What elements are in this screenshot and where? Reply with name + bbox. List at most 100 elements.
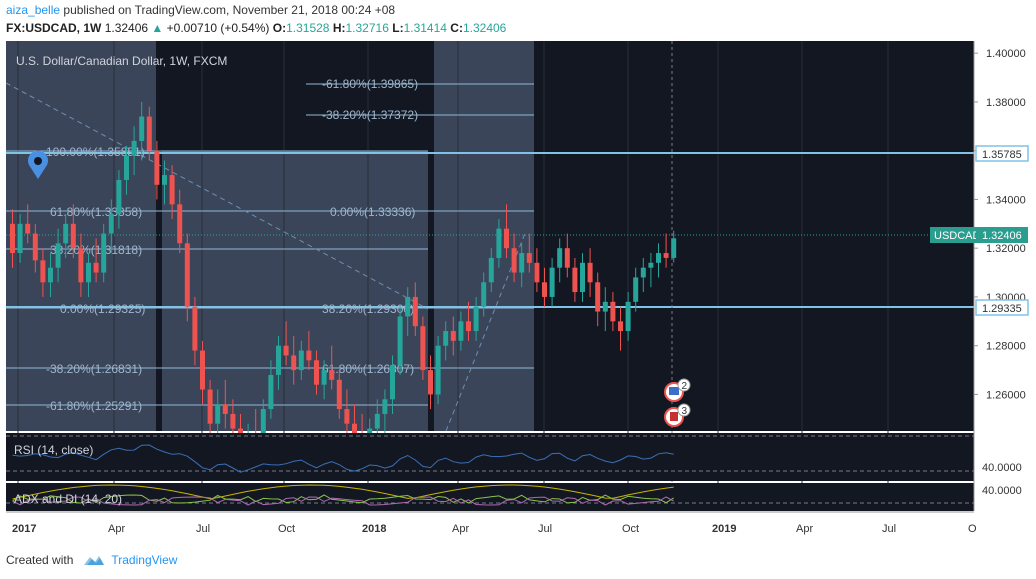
candle <box>382 389 388 434</box>
candle <box>184 233 190 322</box>
fib-label: -38.20%(1.26831) <box>46 362 142 376</box>
candle <box>656 243 661 278</box>
time-axis[interactable] <box>6 513 1030 541</box>
price-tick-label: 1.32000 <box>986 243 1026 255</box>
candle <box>412 282 418 336</box>
candle <box>131 126 137 176</box>
fib-label: 38.20%(1.29300) <box>322 302 414 316</box>
candle <box>595 272 601 327</box>
candle <box>390 355 395 414</box>
price-axis[interactable] <box>974 41 1030 511</box>
chart-canvas[interactable]: -61.80%(1.39865) -38.20%(1.37372) 0.00%(… <box>6 41 1030 541</box>
candle <box>146 106 152 161</box>
adx-label: ADX and DI (14, 20) <box>14 492 122 506</box>
fib-label: -61.80%(1.39865) <box>322 77 418 91</box>
time-tick-label: 2018 <box>362 523 386 535</box>
svg-text:40.0000: 40.0000 <box>982 485 1022 497</box>
candle <box>488 248 494 293</box>
price-tick-label: 1.28000 <box>986 341 1026 353</box>
candle <box>276 335 281 390</box>
symbol-price-tag: USDCAD 1.32406 <box>930 227 1028 243</box>
candle <box>86 253 91 297</box>
time-tick-label: Apr <box>796 523 813 535</box>
time-axis-ticks: 2017 Apr Jul Oct 2018 Apr Jul Oct 2019 Apr Jul O <box>12 523 977 535</box>
fib-label: -61.80%(1.25291) <box>46 399 142 413</box>
candle <box>306 331 312 371</box>
candle <box>108 199 114 254</box>
candle <box>48 253 53 297</box>
fib-label: -38.20%(1.37372) <box>322 108 418 122</box>
candle <box>526 233 532 273</box>
event-marker-icon[interactable]: 3 <box>664 403 691 427</box>
candle <box>450 316 456 356</box>
candle <box>542 267 547 307</box>
author-link[interactable]: aiza_belle <box>6 3 61 17</box>
fib-label: 0.00%(1.33336) <box>330 205 415 219</box>
candle <box>139 101 145 161</box>
candle <box>162 160 167 205</box>
publish-text: published on TradingView.com, November 2… <box>63 3 396 17</box>
candle <box>435 335 441 405</box>
candle <box>314 350 319 395</box>
candle <box>511 233 517 283</box>
candle <box>671 230 677 263</box>
candle <box>610 292 616 332</box>
candle <box>405 287 411 336</box>
candle <box>17 214 23 263</box>
time-tick-label: Jul <box>538 523 552 535</box>
di-plus-line <box>12 494 674 504</box>
candle <box>192 296 198 366</box>
candle <box>397 306 403 375</box>
candle <box>70 204 76 258</box>
change-up-icon: ▲ <box>151 21 164 35</box>
candle <box>428 355 433 410</box>
event-marker-icon[interactable]: 2 <box>664 378 691 402</box>
candle <box>32 223 38 273</box>
low-value: 1.31414 <box>403 21 447 35</box>
trend-line-down[interactable] <box>6 82 429 310</box>
candle <box>321 360 327 400</box>
last-price: 1.32406 <box>104 21 149 35</box>
price-tick-label: 1.40000 <box>986 48 1026 60</box>
candle <box>63 214 69 258</box>
rsi-line <box>12 444 674 473</box>
candle <box>344 389 350 434</box>
rsi-axis-tick: 40.0000 <box>982 462 1022 474</box>
fib-label: 61.80%(1.33358) <box>50 205 142 219</box>
candles <box>10 101 677 463</box>
candle <box>40 248 46 297</box>
fib-zone-3 <box>434 41 534 431</box>
tradingview-logo-icon <box>84 556 105 565</box>
price-tick-label: 1.38000 <box>986 97 1026 109</box>
time-tick-label: Apr <box>108 523 125 535</box>
candle <box>169 165 175 219</box>
high-value: 1.32716 <box>345 21 389 35</box>
rsi-pane[interactable] <box>6 433 974 481</box>
adx-axis-tick: 40.0000 <box>982 485 1022 497</box>
candle <box>154 140 160 200</box>
candle <box>557 238 563 283</box>
candle <box>215 389 221 439</box>
candle <box>534 248 540 293</box>
candle <box>101 223 107 283</box>
candle <box>572 257 578 302</box>
candle <box>207 379 213 434</box>
di-minus-line <box>12 496 674 506</box>
time-tick-label: Oct <box>622 523 639 535</box>
adx-line <box>12 484 674 500</box>
candle <box>504 204 509 258</box>
candle <box>458 311 464 351</box>
price-tick-label: 1.26000 <box>986 389 1026 401</box>
change-value: +0.00710 (+0.54%) <box>166 21 270 35</box>
candle <box>640 257 646 293</box>
time-tick-label: 2019 <box>712 523 736 535</box>
candle <box>200 340 205 405</box>
candle <box>625 292 631 341</box>
tradingview-link[interactable]: TradingView <box>111 553 178 567</box>
candle <box>549 257 555 307</box>
time-tick-label: O <box>968 523 977 535</box>
pin-icon[interactable] <box>27 150 48 179</box>
svg-text:2: 2 <box>682 381 688 392</box>
candle <box>420 316 426 380</box>
svg-text:USDCAD: USDCAD <box>934 230 981 242</box>
